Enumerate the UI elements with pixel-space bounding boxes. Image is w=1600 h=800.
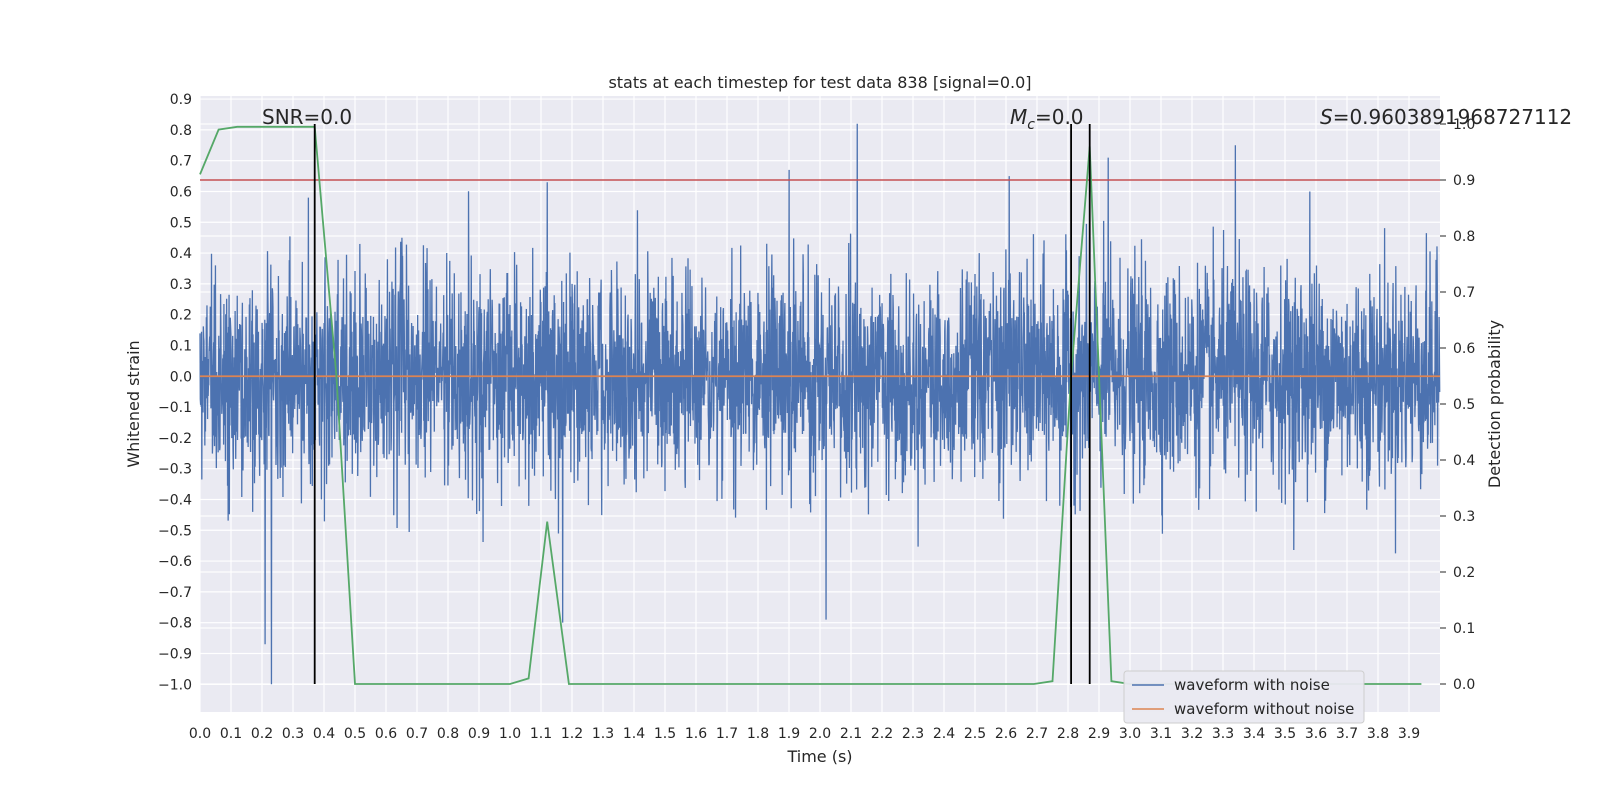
snr-annotation: SNR=0.0 (262, 105, 352, 129)
x-tick-label: 0.3 (282, 726, 304, 742)
x-tick-label: 3.8 (1367, 726, 1389, 742)
y-tick-label: 0.9 (170, 92, 192, 108)
x-tick-label: 1.4 (623, 726, 645, 742)
y-tick-label: −0.5 (158, 523, 192, 539)
y-right-tick-label: 0.0 (1453, 677, 1475, 693)
x-tick-label: 3.2 (1181, 726, 1203, 742)
x-tick-label: 0.0 (189, 726, 211, 742)
x-tick-label: 0.8 (437, 726, 459, 742)
x-tick-label: 1.3 (592, 726, 614, 742)
x-axis-label: Time (s) (786, 747, 852, 766)
y-tick-label: 0.2 (170, 308, 192, 324)
legend: waveform with noise waveform without noi… (1123, 670, 1365, 724)
y-tick-label: −0.6 (158, 554, 192, 570)
x-tick-label: 3.1 (1150, 726, 1172, 742)
y-right-tick-label: 0.8 (1453, 229, 1475, 245)
x-tick-label: 0.6 (375, 726, 397, 742)
mc-annotation: Mc=0.0 (1010, 105, 1084, 133)
x-tick-label: 1.7 (716, 726, 738, 742)
x-tick-label: 3.6 (1305, 726, 1327, 742)
y-tick-label: 0.8 (170, 123, 192, 139)
y-tick-label: 0.0 (170, 369, 192, 385)
mc-symbol: M (1010, 105, 1027, 129)
x-tick-label: 1.6 (685, 726, 707, 742)
x-tick-label: 1.2 (561, 726, 583, 742)
x-tick-label: 2.0 (809, 726, 831, 742)
legend-box (1123, 670, 1365, 724)
mc-value: =0.0 (1035, 105, 1084, 129)
s-symbol: S (1320, 105, 1333, 129)
y-tick-label: −1.0 (158, 677, 192, 693)
x-tick-label: 0.5 (344, 726, 366, 742)
y-tick-label: 0.6 (170, 184, 192, 200)
x-tick-label: 3.0 (1119, 726, 1141, 742)
x-tick-label: 0.7 (406, 726, 428, 742)
x-tick-label: 2.8 (1057, 726, 1079, 742)
y-right-tick-label: 0.7 (1453, 285, 1475, 301)
x-tick-label: 0.2 (251, 726, 273, 742)
x-tick-label: 2.9 (1088, 726, 1110, 742)
x-tick-label: 3.4 (1243, 726, 1265, 742)
x-tick-label: 1.9 (778, 726, 800, 742)
waveform-with-noise-line (199, 123, 1441, 685)
x-tick-label: 1.1 (530, 726, 552, 742)
y-tick-label: −0.4 (158, 492, 192, 508)
x-tick-label: 3.9 (1398, 726, 1420, 742)
noise-series (199, 123, 1441, 685)
x-tick-label: 2.7 (1026, 726, 1048, 742)
s-annotation: S=0.9603891968727112 (1320, 105, 1572, 129)
y-right-tick-label: 0.9 (1453, 173, 1475, 189)
x-tick-label: 2.3 (902, 726, 924, 742)
x-tick-label: 0.1 (220, 726, 242, 742)
y-right-axis-label: Detection probability (1485, 320, 1504, 488)
y-right-tick-label: 1.0 (1453, 117, 1475, 133)
y-tick-label: 0.3 (170, 277, 192, 293)
s-value: =0.9603891968727112 (1333, 105, 1572, 129)
x-tick-label: 0.9 (468, 726, 490, 742)
chart-title: stats at each timestep for test data 838… (608, 73, 1031, 92)
y-tick-label: 0.4 (170, 246, 192, 262)
y-tick-label: 0.1 (170, 338, 192, 354)
x-ticks: 0.0 0.1 0.2 0.3 0.4 0.5 0.6 0.7 0.8 0.9 1.0 1.1 1.2 1… (189, 726, 1420, 742)
y-axis-label: Whitened strain (124, 340, 143, 467)
y-right-tick-label: 0.6 (1453, 341, 1475, 357)
y-right-tick-label: 0.3 (1453, 509, 1475, 525)
x-tick-label: 3.7 (1336, 726, 1358, 742)
y-tick-label: −0.1 (158, 400, 192, 416)
y-tick-label: −0.9 (158, 646, 192, 662)
legend-label-with-noise: waveform with noise (1174, 676, 1330, 694)
x-tick-label: 0.4 (313, 726, 335, 742)
y-right-tick-label: 0.1 (1453, 621, 1475, 637)
mc-subscript: c (1027, 117, 1035, 133)
x-tick-label: 2.4 (933, 726, 955, 742)
y-tick-label: 0.7 (170, 154, 192, 170)
y-tick-label: −0.2 (158, 431, 192, 447)
x-tick-label: 1.0 (499, 726, 521, 742)
x-tick-label: 2.5 (964, 726, 986, 742)
y-ticks: 0.9 0.8 0.7 0.6 0.5 0.4 0.3 0.2 0.1 0.0 −0.1 −0.2 −0… (158, 92, 192, 693)
x-tick-label: 3.3 (1212, 726, 1234, 742)
y-right-tick-label: 0.5 (1453, 397, 1475, 413)
x-tick-label: 2.1 (840, 726, 862, 742)
y-right-ticks: 1.0 0.9 0.8 0.7 0.6 0.5 0.4 0.3 0.2 0.1 0.0 (1440, 117, 1475, 693)
y-tick-label: −0.7 (158, 585, 192, 601)
y-tick-label: −0.8 (158, 616, 192, 632)
y-tick-label: −0.3 (158, 462, 192, 478)
y-right-tick-label: 0.2 (1453, 565, 1475, 581)
legend-label-without-noise: waveform without noise (1174, 700, 1354, 718)
y-tick-label: 0.5 (170, 215, 192, 231)
x-tick-label: 3.5 (1274, 726, 1296, 742)
x-tick-label: 2.2 (871, 726, 893, 742)
x-tick-label: 1.5 (654, 726, 676, 742)
x-tick-label: 1.8 (747, 726, 769, 742)
x-tick-label: 2.6 (995, 726, 1017, 742)
y-right-tick-label: 0.4 (1453, 453, 1475, 469)
